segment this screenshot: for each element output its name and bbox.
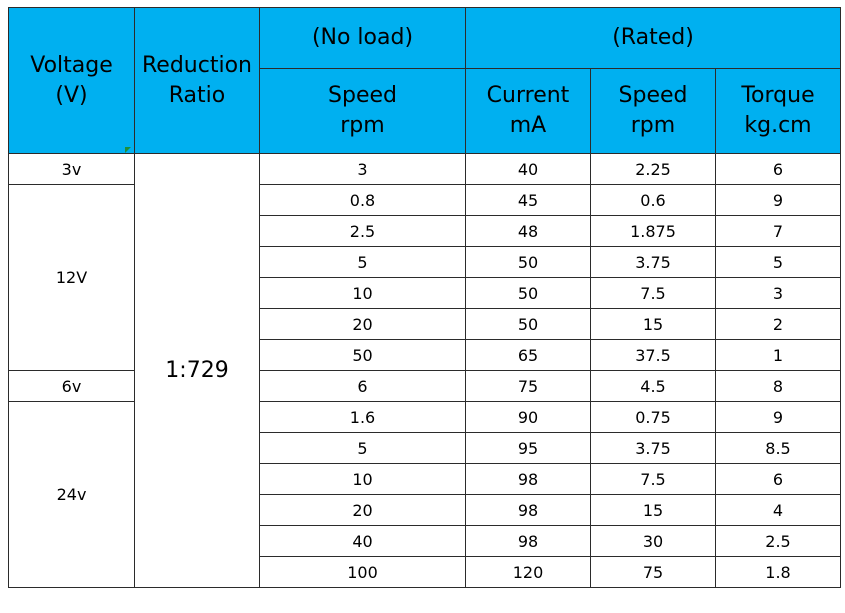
cell-corner-marker: [125, 147, 131, 153]
current-cell: 40: [465, 153, 591, 185]
header-voltage-line2: (V): [55, 82, 88, 108]
table-row: 20 98 15 4: [9, 494, 841, 526]
noload-speed-cell: 1.6: [259, 401, 466, 433]
current-cell: 120: [465, 556, 591, 588]
noload-speed-cell: 10: [259, 277, 466, 309]
header-rated-speed: Speed rpm: [590, 68, 716, 154]
table-row: 2.5 48 1.875 7: [9, 215, 841, 247]
noload-speed-cell: 5: [259, 432, 466, 464]
current-cell: 98: [465, 525, 591, 557]
voltage-cell: 12V: [8, 184, 135, 371]
spec-table-body: 3v 1:729 3 40 2.25 6 12V 0.8 45 0.6 9 2.5 48 1.875 7 5 5…: [8, 153, 841, 588]
current-cell: 95: [465, 432, 591, 464]
header-ratio-line1: Reduction: [142, 52, 252, 78]
torque-cell: 4: [715, 494, 841, 526]
current-cell: 90: [465, 401, 591, 433]
header-noload-speed-line1: Speed: [328, 83, 397, 108]
rated-speed-cell: 2.25: [590, 153, 716, 185]
noload-speed-cell: 10: [259, 463, 466, 495]
reduction-ratio-cell: 1:729: [134, 153, 260, 588]
table-row: 10 50 7.5 3: [9, 277, 841, 309]
rated-speed-cell: 1.875: [590, 215, 716, 247]
header-noload-speed: Speed rpm: [259, 68, 466, 154]
rated-speed-cell: 15: [590, 494, 716, 526]
rated-speed-cell: 15: [590, 308, 716, 340]
table-row: 10 98 7.5 6: [9, 463, 841, 495]
torque-cell: 9: [715, 184, 841, 216]
table-row: 5 95 3.75 8.5: [9, 432, 841, 464]
rated-speed-cell: 0.75: [590, 401, 716, 433]
header-torque-line1: Torque: [741, 83, 815, 108]
header-current-line2: mA: [509, 113, 547, 138]
rated-speed-cell: 0.6: [590, 184, 716, 216]
header-reduction-ratio: Reduction Ratio: [134, 7, 260, 154]
torque-cell: 7: [715, 215, 841, 247]
table-row: 50 65 37.5 1: [9, 339, 841, 371]
header-current-line1: Current: [486, 83, 570, 108]
header-rated-speed-line1: Speed: [618, 83, 688, 108]
noload-speed-cell: 0.8: [259, 184, 466, 216]
motor-spec-table: Voltage (V) Reduction Ratio (No load) (R…: [8, 7, 841, 588]
torque-cell: 5: [715, 246, 841, 278]
current-cell: 50: [465, 246, 591, 278]
header-torque: Torque kg.cm: [715, 68, 841, 154]
current-cell: 48: [465, 215, 591, 247]
current-cell: 65: [465, 339, 591, 371]
header-noload-speed-line2: rpm: [340, 113, 385, 138]
header-no-load: (No load): [259, 7, 466, 69]
header-ratio-line2: Ratio: [168, 82, 226, 108]
noload-speed-cell: 3: [259, 153, 466, 185]
noload-speed-cell: 50: [259, 339, 466, 371]
torque-cell: 8: [715, 370, 841, 402]
voltage-cell: 3v: [8, 153, 135, 185]
rated-speed-cell: 7.5: [590, 463, 716, 495]
torque-cell: 9: [715, 401, 841, 433]
current-cell: 50: [465, 277, 591, 309]
table-row: 20 50 15 2: [9, 308, 841, 340]
table-row: 3v 1:729 3 40 2.25 6: [8, 153, 841, 588]
table-row: 12V 0.8 45 0.6 9: [8, 184, 841, 371]
noload-speed-cell: 20: [259, 308, 466, 340]
torque-cell: 2: [715, 308, 841, 340]
rated-speed-cell: 7.5: [590, 277, 716, 309]
table-row: 24v 1.6 90 0.75 9: [8, 401, 841, 588]
current-cell: 50: [465, 308, 591, 340]
rated-speed-cell: 37.5: [590, 339, 716, 371]
torque-cell: 6: [715, 153, 841, 185]
table-row: 100 120 75 1.8: [9, 556, 841, 588]
current-cell: 75: [465, 370, 591, 402]
current-cell: 98: [465, 463, 591, 495]
table-row: 6v 6 75 4.5 8: [8, 370, 841, 402]
noload-speed-cell: 100: [259, 556, 466, 588]
current-cell: 45: [465, 184, 591, 216]
torque-cell: 1: [715, 339, 841, 371]
torque-cell: 6: [715, 463, 841, 495]
rated-speed-cell: 3.75: [590, 432, 716, 464]
noload-speed-cell: 6: [259, 370, 466, 402]
torque-cell: 1.8: [715, 556, 841, 588]
header-rated: (Rated): [465, 7, 841, 69]
spec-table-container: Voltage (V) Reduction Ratio (No load) (R…: [8, 7, 841, 588]
noload-speed-cell: 5: [259, 246, 466, 278]
header-torque-line2: kg.cm: [744, 113, 812, 138]
header-voltage-line1: Voltage: [30, 52, 113, 78]
torque-cell: 3: [715, 277, 841, 309]
current-cell: 98: [465, 494, 591, 526]
voltage-cell: 6v: [8, 370, 135, 402]
rated-speed-cell: 3.75: [590, 246, 716, 278]
noload-speed-cell: 20: [259, 494, 466, 526]
noload-speed-cell: 2.5: [259, 215, 466, 247]
table-row: 5 50 3.75 5: [9, 246, 841, 278]
torque-cell: 8.5: [715, 432, 841, 464]
noload-speed-cell: 40: [259, 525, 466, 557]
header-voltage: Voltage (V): [8, 7, 135, 154]
rated-speed-cell: 75: [590, 556, 716, 588]
header-current: Current mA: [465, 68, 591, 154]
torque-cell: 2.5: [715, 525, 841, 557]
rated-speed-cell: 4.5: [590, 370, 716, 402]
rated-speed-cell: 30: [590, 525, 716, 557]
voltage-cell: 24v: [8, 401, 135, 588]
header-rated-speed-line2: rpm: [630, 113, 676, 138]
